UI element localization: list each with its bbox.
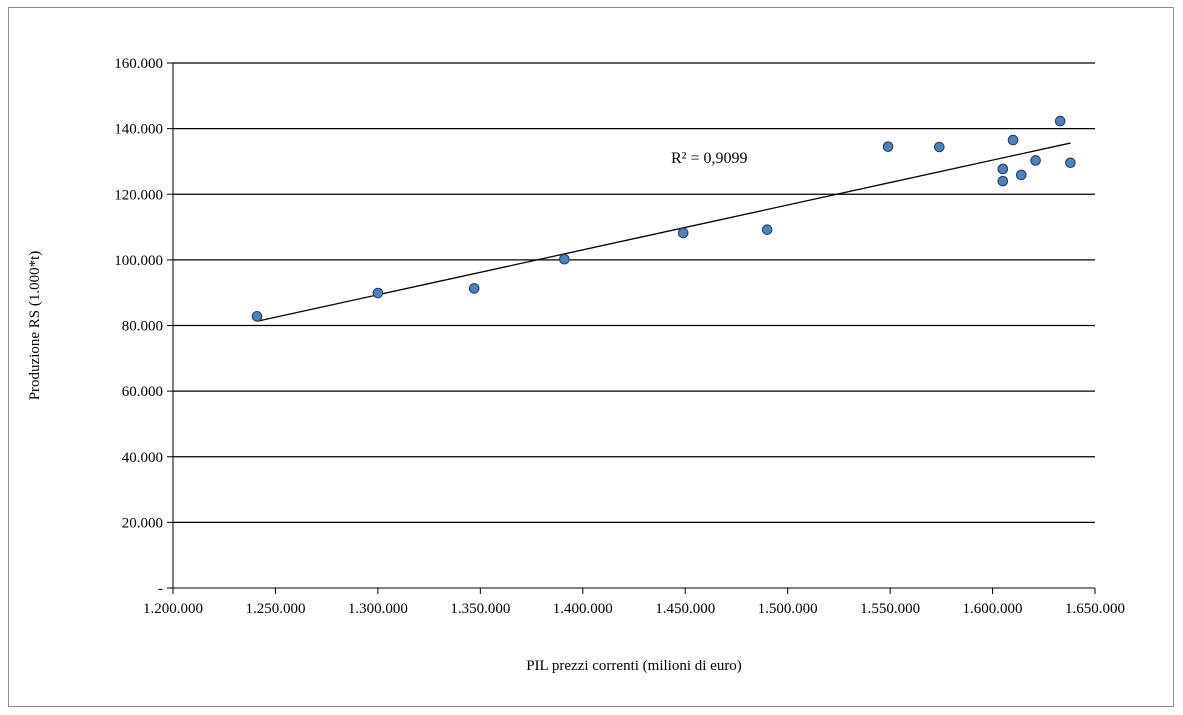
y-axis-title: Produzione RS (1.000*t) [27, 251, 43, 401]
data-point [1030, 155, 1041, 166]
axes [167, 62, 1096, 594]
x-tick-label: 1.250.000 [245, 601, 305, 617]
trendline-layer [256, 142, 1071, 322]
data-point [559, 253, 570, 265]
y-tick-label: 100.000 [114, 253, 163, 269]
x-tick-label: 1.600.000 [963, 601, 1023, 617]
x-tick-label: 1.550.000 [860, 601, 920, 617]
y-tick-label: 160.000 [114, 56, 163, 72]
gridlines [173, 62, 1095, 524]
x-tick-label: 1.300.000 [348, 601, 408, 617]
x-tick-label: 1.200.000 [143, 601, 203, 617]
x-tick-label: 1.500.000 [758, 601, 818, 617]
x-axis-title: PIL prezzi correnti (milioni di euro) [526, 658, 742, 674]
chart-frame: 1.200.000 1.250.000 1.300.000 1.350.000 1.40… [8, 7, 1174, 707]
data-point [882, 141, 894, 152]
data-point [1007, 134, 1019, 146]
x-tick-label: 1.650.000 [1065, 601, 1125, 617]
y-tick-label: 60.000 [122, 384, 163, 400]
data-point [1054, 115, 1066, 127]
y-tick-label: - [158, 581, 163, 597]
data-point [677, 227, 689, 239]
trendline [256, 142, 1071, 322]
x-tick-label: 1.450.000 [655, 601, 715, 617]
y-tick-label: 20.000 [122, 515, 163, 531]
data-point [372, 287, 384, 299]
y-tick-label: 80.000 [122, 319, 163, 335]
data-point [1015, 169, 1027, 181]
y-tick-label: 40.000 [122, 450, 163, 466]
data-point [997, 163, 1009, 175]
data-point [1065, 157, 1076, 169]
data-point [933, 141, 945, 153]
data-points [251, 115, 1076, 322]
data-point [997, 175, 1009, 187]
data-point [468, 283, 480, 294]
y-tick-labels: - 20.000 40.000 60.000 80.000 100.000 120.000 1… [114, 56, 163, 597]
scatter-chart: 1.200.000 1.250.000 1.300.000 1.350.000 1.40… [27, 56, 1125, 674]
y-tick-label: 120.000 [114, 187, 163, 203]
data-point [761, 224, 773, 235]
y-tick-label: 140.000 [114, 122, 163, 138]
x-tick-label: 1.350.000 [450, 601, 510, 617]
x-tick-label: 1.400.000 [553, 601, 613, 617]
data-point [251, 311, 263, 322]
r-squared-annotation: R² = 0,9099 [671, 150, 748, 167]
x-tick-labels: 1.200.000 1.250.000 1.300.000 1.350.000 1.40… [143, 601, 1125, 617]
